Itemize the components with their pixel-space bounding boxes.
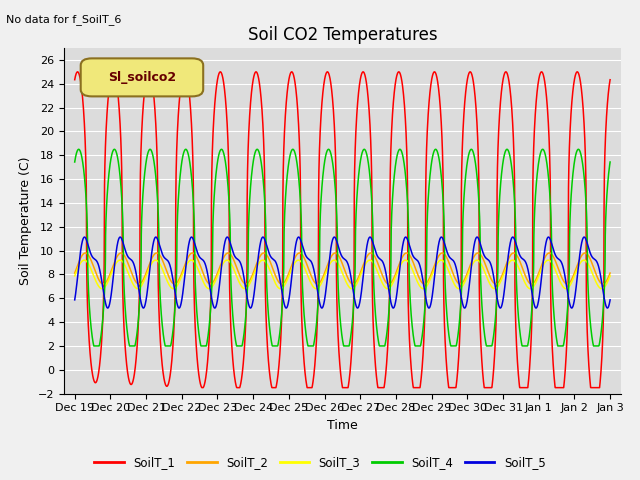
Legend: SoilT_1, SoilT_2, SoilT_3, SoilT_4, SoilT_5: SoilT_1, SoilT_2, SoilT_3, SoilT_4, Soil… <box>90 452 550 474</box>
Title: Soil CO2 Temperatures: Soil CO2 Temperatures <box>248 25 437 44</box>
Text: No data for f_SoilT_6: No data for f_SoilT_6 <box>6 14 122 25</box>
FancyBboxPatch shape <box>81 59 204 96</box>
Text: Sl_soilco2: Sl_soilco2 <box>108 71 176 84</box>
Y-axis label: Soil Temperature (C): Soil Temperature (C) <box>19 156 32 285</box>
X-axis label: Time: Time <box>327 419 358 432</box>
